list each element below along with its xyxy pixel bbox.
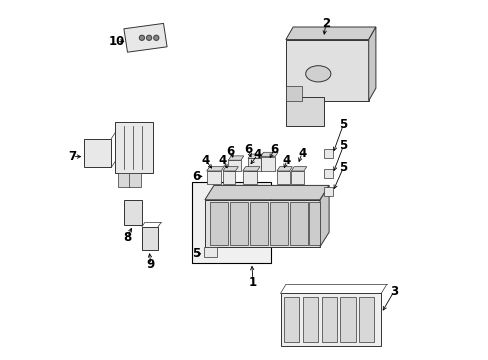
Bar bbox=[285, 86, 302, 101]
Bar bbox=[210, 202, 228, 245]
Polygon shape bbox=[242, 167, 260, 171]
Text: 6: 6 bbox=[192, 170, 201, 183]
Bar bbox=[118, 173, 130, 187]
Bar bbox=[242, 171, 257, 184]
Text: 5: 5 bbox=[339, 118, 347, 131]
Text: 5: 5 bbox=[339, 161, 347, 174]
Text: 1: 1 bbox=[248, 276, 257, 289]
Text: 6: 6 bbox=[269, 143, 278, 156]
Polygon shape bbox=[223, 167, 238, 171]
Text: 6: 6 bbox=[244, 143, 252, 156]
Bar bbox=[280, 293, 381, 346]
Bar bbox=[323, 187, 332, 196]
Polygon shape bbox=[285, 27, 375, 40]
Bar bbox=[228, 160, 241, 171]
Bar bbox=[276, 171, 289, 184]
Bar bbox=[302, 297, 318, 342]
Bar bbox=[204, 247, 217, 257]
Text: 4: 4 bbox=[218, 154, 226, 167]
Polygon shape bbox=[206, 167, 224, 171]
Bar bbox=[247, 158, 260, 171]
Bar bbox=[115, 122, 152, 173]
Bar bbox=[291, 171, 303, 184]
Polygon shape bbox=[368, 27, 375, 101]
Bar bbox=[284, 297, 299, 342]
Polygon shape bbox=[247, 154, 263, 158]
Bar bbox=[192, 182, 271, 263]
Bar bbox=[358, 297, 374, 342]
Bar bbox=[289, 202, 307, 245]
Text: 4: 4 bbox=[253, 148, 261, 161]
Polygon shape bbox=[123, 23, 167, 52]
Bar bbox=[309, 202, 320, 245]
Text: 5: 5 bbox=[191, 247, 200, 260]
Text: 7: 7 bbox=[68, 150, 76, 163]
Text: 4: 4 bbox=[201, 154, 209, 167]
Bar bbox=[230, 202, 247, 245]
Polygon shape bbox=[320, 185, 328, 247]
Circle shape bbox=[139, 35, 144, 40]
Polygon shape bbox=[228, 156, 244, 160]
Text: 10: 10 bbox=[108, 35, 124, 48]
Bar bbox=[323, 149, 332, 158]
Text: 5: 5 bbox=[339, 139, 347, 152]
Bar bbox=[323, 169, 332, 178]
Bar bbox=[249, 202, 267, 245]
Circle shape bbox=[146, 35, 151, 40]
Bar bbox=[321, 297, 336, 342]
Text: 8: 8 bbox=[123, 231, 131, 244]
Bar bbox=[260, 157, 275, 171]
Text: 4: 4 bbox=[297, 147, 305, 159]
Polygon shape bbox=[204, 185, 328, 200]
Bar bbox=[340, 297, 355, 342]
Text: 6: 6 bbox=[226, 145, 234, 158]
Bar bbox=[84, 139, 111, 167]
Bar bbox=[223, 171, 235, 184]
Text: 3: 3 bbox=[389, 285, 397, 298]
Circle shape bbox=[153, 35, 159, 40]
Text: 2: 2 bbox=[321, 17, 329, 30]
Bar bbox=[128, 173, 141, 187]
Bar bbox=[269, 202, 287, 245]
Polygon shape bbox=[276, 167, 292, 171]
Polygon shape bbox=[291, 167, 306, 171]
Bar bbox=[142, 227, 158, 250]
Bar bbox=[123, 200, 142, 225]
Text: 4: 4 bbox=[282, 154, 290, 167]
Bar bbox=[285, 40, 368, 101]
Ellipse shape bbox=[305, 66, 330, 82]
Bar bbox=[285, 97, 323, 126]
Polygon shape bbox=[260, 152, 277, 157]
Bar bbox=[206, 171, 221, 184]
Text: 9: 9 bbox=[146, 258, 155, 271]
Bar bbox=[204, 200, 320, 247]
